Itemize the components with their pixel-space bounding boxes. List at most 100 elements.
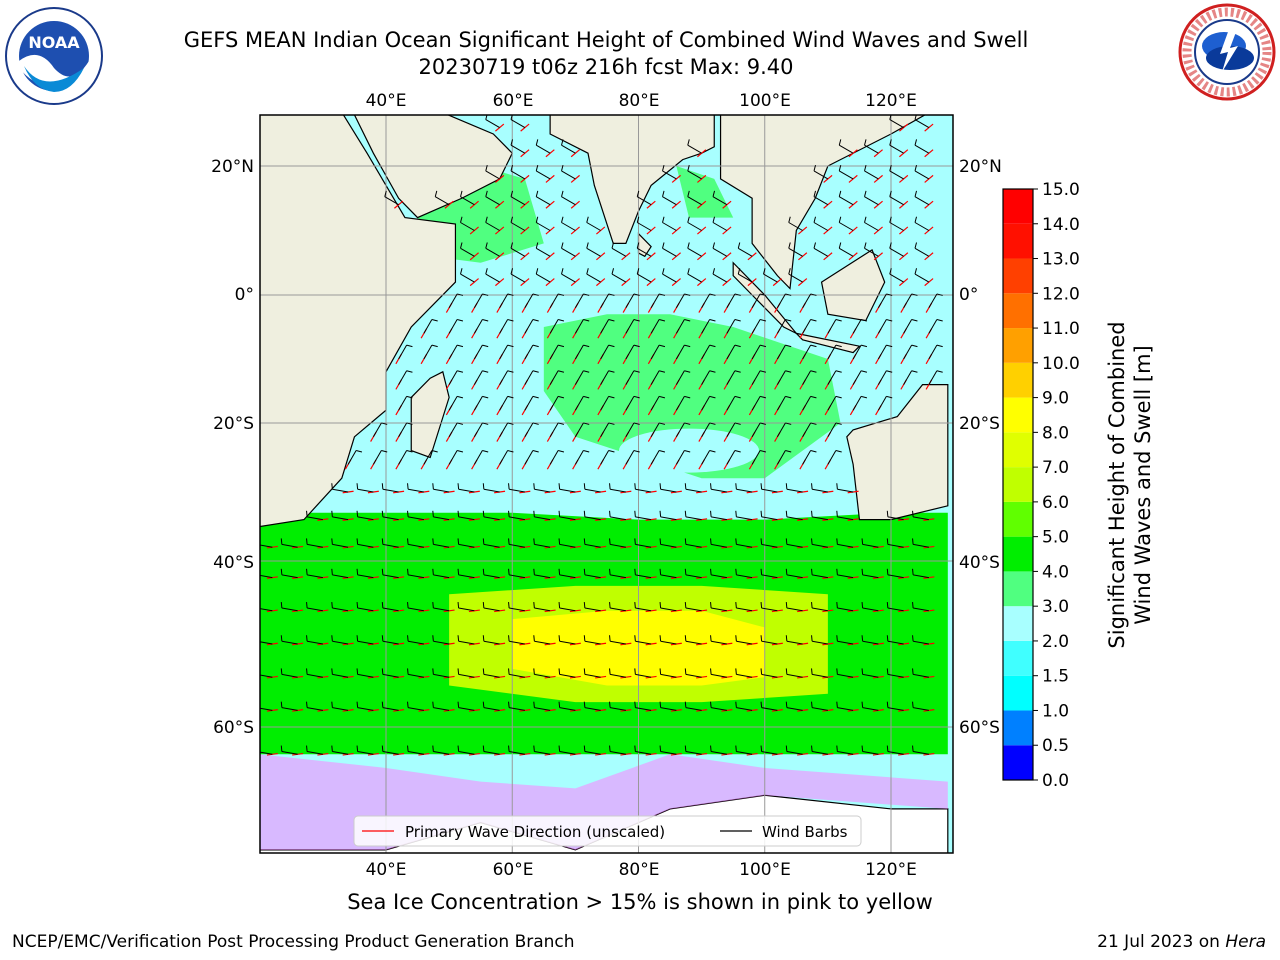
colorbar-tick-label: 8.0 bbox=[1042, 423, 1069, 443]
wind-barb-flag bbox=[406, 344, 413, 348]
wind-barb-flag bbox=[889, 242, 892, 249]
lon-label-bottom: 80°E bbox=[619, 860, 660, 880]
wind-barb-flag bbox=[710, 745, 712, 752]
wind-barb-flag bbox=[914, 268, 918, 275]
wind-barb-flag bbox=[583, 668, 586, 675]
colorbar-label-line2: Wind Waves and Swell [m] bbox=[1131, 345, 1155, 625]
wind-barb bbox=[433, 543, 450, 548]
wind-barb-flag bbox=[485, 190, 488, 197]
wind-barb-flag bbox=[507, 450, 514, 453]
wind-barb bbox=[786, 640, 803, 645]
wind-barb bbox=[776, 422, 786, 438]
wave-region bbox=[676, 166, 734, 218]
wind-barb-flag bbox=[256, 702, 257, 708]
wind-barb bbox=[458, 640, 475, 645]
wind-barb-flag bbox=[860, 370, 868, 373]
wind-barb bbox=[685, 543, 702, 548]
wind-barb-flag bbox=[658, 319, 666, 322]
wind-barb-flag bbox=[583, 370, 590, 373]
wind-barb bbox=[485, 222, 500, 231]
wind-barb bbox=[650, 422, 660, 438]
land-mass bbox=[260, 115, 457, 528]
wind-barb bbox=[574, 293, 584, 309]
wind-barb-flag bbox=[684, 668, 687, 675]
wind-barb bbox=[485, 119, 500, 129]
noaa-logo: NOAA bbox=[5, 7, 103, 105]
wind-barb-flag bbox=[456, 450, 464, 453]
wind-barb bbox=[812, 751, 828, 755]
lon-label-bottom: 120°E bbox=[865, 860, 917, 880]
wind-barb-flag bbox=[533, 701, 535, 708]
wind-barb bbox=[812, 673, 828, 678]
wind-barb bbox=[786, 607, 803, 612]
wind-barb-flag bbox=[280, 701, 283, 708]
wind-barb bbox=[701, 450, 711, 465]
wind-barb bbox=[559, 751, 576, 755]
wind-barb bbox=[913, 574, 929, 579]
wind-barb-flag bbox=[835, 319, 842, 322]
wind-barb-flag bbox=[860, 344, 868, 348]
wind-barb bbox=[914, 222, 930, 231]
wind-barb bbox=[887, 607, 904, 612]
wind-barb-flag bbox=[658, 370, 666, 373]
wind-barb bbox=[398, 370, 408, 385]
wind-barb-flag bbox=[482, 483, 485, 490]
wind-barb bbox=[510, 144, 526, 154]
wind-barb-flag bbox=[633, 344, 640, 348]
wind-barb-flag bbox=[811, 568, 813, 575]
wind-barb-flag bbox=[811, 745, 813, 752]
wind-barb-flag bbox=[662, 242, 665, 249]
wind-barb bbox=[852, 370, 862, 385]
wind-barb bbox=[524, 370, 534, 385]
wind-barb bbox=[635, 516, 652, 521]
wind-barb-flag bbox=[835, 395, 842, 399]
wind-barb-flag bbox=[912, 538, 914, 545]
wind-barb bbox=[862, 751, 879, 755]
wind-barb bbox=[408, 516, 424, 521]
wind-barb bbox=[433, 673, 450, 678]
wind-barb bbox=[812, 516, 828, 521]
wind-barb bbox=[701, 422, 711, 438]
wind-barb bbox=[864, 247, 879, 257]
wind-barb-flag bbox=[811, 538, 813, 545]
wind-barb bbox=[584, 516, 601, 521]
wind-barb-flag bbox=[535, 242, 539, 249]
wind-barb bbox=[307, 751, 323, 755]
wind-barb bbox=[738, 247, 753, 257]
wind-barb bbox=[281, 751, 298, 755]
wind-barb bbox=[600, 450, 610, 465]
wind-barb bbox=[903, 319, 913, 334]
wind-barb bbox=[499, 293, 509, 309]
wind-barb-flag bbox=[482, 422, 489, 425]
colorbar-tick-label: 15.0 bbox=[1042, 180, 1080, 200]
wind-barb-flag bbox=[886, 319, 893, 322]
wind-barb-flag bbox=[557, 319, 565, 322]
wind-barb-flag bbox=[889, 268, 892, 275]
wind-barb bbox=[357, 488, 374, 493]
wind-barb bbox=[786, 574, 803, 579]
wind-barb bbox=[534, 488, 551, 493]
wind-barb bbox=[357, 516, 374, 521]
colorbar-tick-label: 1.5 bbox=[1042, 667, 1069, 687]
wind-barb-flag bbox=[331, 568, 333, 575]
wind-barb-flag bbox=[835, 370, 842, 373]
wind-barb bbox=[903, 370, 913, 385]
wind-barb-flag bbox=[810, 293, 817, 296]
colorbar-swatch bbox=[1003, 467, 1033, 502]
wind-barb-flag bbox=[785, 510, 788, 517]
wind-barb bbox=[914, 196, 930, 206]
wind-barb bbox=[852, 319, 862, 334]
wind-barb bbox=[813, 222, 829, 231]
wind-barb-flag bbox=[735, 701, 737, 708]
wind-barb-flag bbox=[532, 395, 539, 399]
wind-barb-flag bbox=[936, 293, 943, 296]
wind-barb-flag bbox=[533, 745, 535, 752]
wind-barb-flag bbox=[633, 293, 640, 296]
wind-barb bbox=[559, 488, 576, 493]
wind-barb bbox=[536, 144, 551, 154]
wind-barb bbox=[711, 516, 727, 521]
lat-label-right: 0° bbox=[959, 285, 978, 305]
wind-barb-flag bbox=[864, 164, 867, 172]
wind-barb-flag bbox=[557, 395, 565, 399]
wind-barb bbox=[786, 673, 803, 678]
